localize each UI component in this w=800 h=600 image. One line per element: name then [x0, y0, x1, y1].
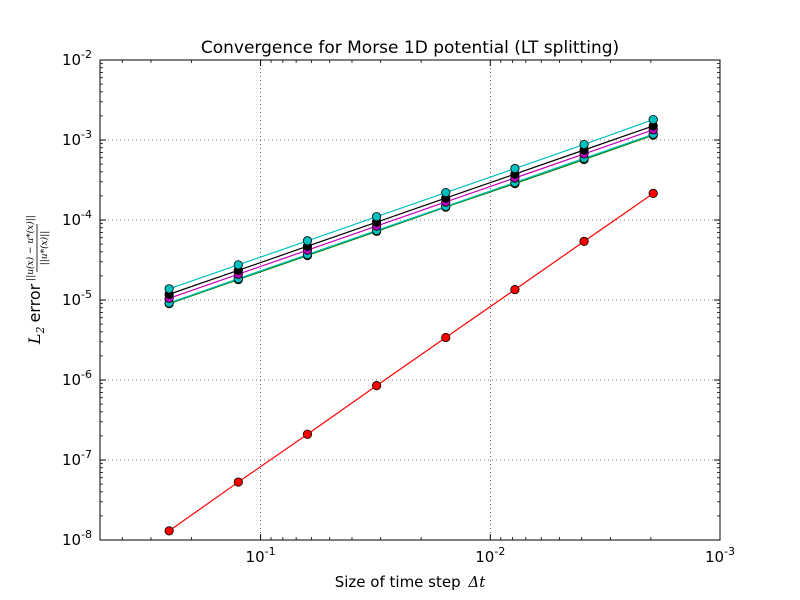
data-point	[579, 236, 589, 247]
y-tick-label: 10-2	[62, 48, 92, 69]
y-tick-label: 10-3	[62, 128, 92, 149]
y-axis-label-numerator: ||u(x) − u*(x)||	[25, 215, 36, 281]
data-point	[441, 188, 451, 198]
data-point	[441, 332, 451, 343]
y-axis-label-prefix: L	[25, 334, 44, 346]
x-tick-label: 10-3	[705, 545, 735, 566]
data-point	[510, 284, 520, 295]
series-4	[164, 114, 658, 294]
series-line	[168, 192, 654, 532]
data-point	[648, 114, 658, 125]
data-point	[648, 188, 658, 199]
grid-lines	[100, 60, 720, 540]
series-line	[168, 133, 654, 304]
series-5	[164, 188, 658, 536]
x-axis-label-text: Size of time step	[335, 573, 461, 591]
y-axis-label: L2 error ||u(x) − u*(x)|| ||u*(x)||	[25, 215, 50, 345]
chart-title: Convergence for Morse 1D potential (LT s…	[201, 38, 619, 58]
data-point	[164, 526, 174, 536]
tick-labels: 10-1 10-2 10-3 10-8 10-7 10-6 10-5 10-4 10-3 10-2	[62, 48, 735, 566]
data-point	[579, 139, 589, 150]
data-point	[510, 163, 520, 174]
data-point	[302, 236, 313, 246]
x-tick-label: 10-2	[475, 545, 505, 566]
series-line	[168, 129, 654, 299]
series-line	[168, 119, 654, 290]
data-point	[164, 284, 174, 294]
data-point	[302, 429, 313, 439]
y-tick-label: 10-4	[62, 208, 92, 229]
data-point	[233, 477, 243, 487]
series-line	[168, 125, 654, 295]
series-line	[168, 134, 654, 305]
axis-ticks	[100, 59, 721, 541]
series-layer	[164, 114, 658, 536]
y-axis-label-denominator: ||u*(x)||	[39, 231, 50, 266]
svg-text:L2error: L2 error	[25, 283, 47, 345]
y-tick-label: 10-6	[62, 368, 92, 389]
data-point	[233, 260, 243, 270]
y-tick-label: 10-8	[62, 528, 92, 549]
x-tick-label: 10-1	[246, 545, 276, 566]
y-tick-label: 10-5	[62, 288, 92, 309]
x-axis-label: Size of time step Δt	[335, 573, 486, 591]
data-point	[372, 381, 382, 391]
x-axis-label-math: Δt	[467, 573, 486, 591]
y-tick-label: 10-7	[62, 448, 92, 469]
y-axis-label-prefix-sub: 2	[34, 327, 47, 335]
y-axis-label-text: error	[25, 283, 44, 322]
data-point	[372, 212, 382, 222]
